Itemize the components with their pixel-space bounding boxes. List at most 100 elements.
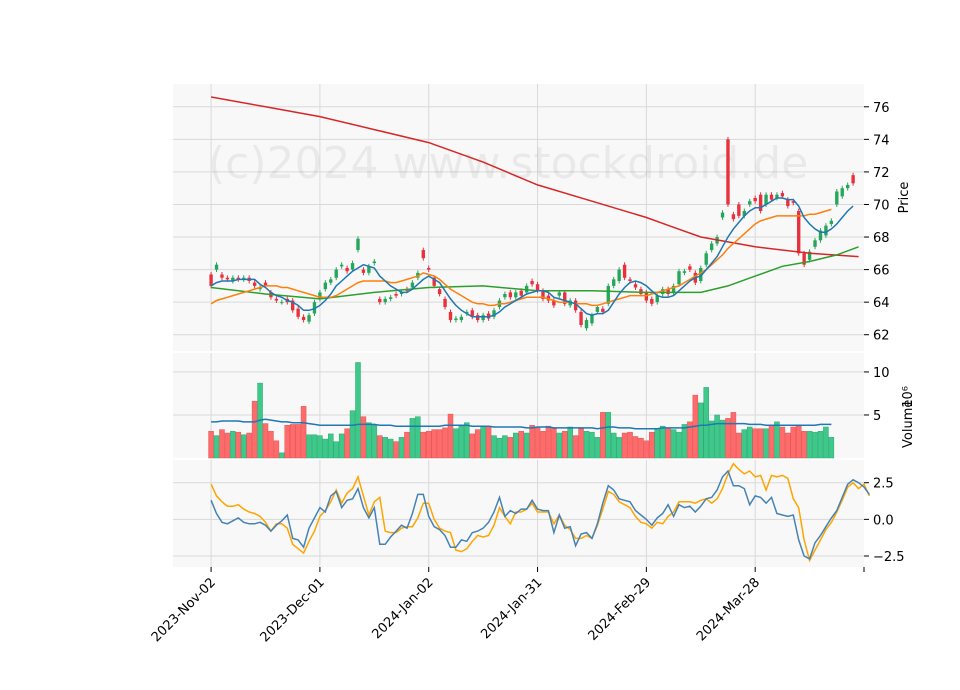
volume-bar: [785, 432, 791, 459]
candle-body: [280, 302, 284, 304]
candle-body: [296, 308, 300, 317]
volume-bar: [284, 425, 291, 459]
volume-bar: [594, 437, 601, 459]
candle-body: [845, 184, 850, 189]
volume-bar: [774, 421, 780, 459]
volume-bar: [485, 425, 492, 459]
volume-bar: [725, 418, 731, 459]
candle-body: [361, 269, 366, 273]
volume-bar: [371, 425, 378, 459]
candle-body: [514, 292, 518, 298]
volume-bar: [447, 413, 454, 459]
volume-bar: [496, 437, 503, 459]
candle-body: [590, 315, 594, 324]
volume-bar: [806, 431, 813, 459]
candle-body: [622, 264, 627, 278]
y-tick-label: 64: [873, 296, 890, 311]
volume-bar: [366, 422, 372, 459]
volume-bar: [513, 432, 519, 459]
volume-bar: [741, 429, 748, 459]
candle-body: [720, 212, 725, 218]
candle-body: [595, 307, 600, 312]
candle-body: [775, 194, 779, 198]
volume-bar: [377, 435, 383, 459]
candle-body: [617, 269, 621, 281]
volume-bar: [246, 432, 252, 459]
volume-series: [208, 362, 835, 459]
volume-bar: [360, 416, 367, 459]
candle-body: [753, 197, 757, 202]
candle-body: [557, 292, 561, 296]
volume-bar: [338, 433, 345, 459]
volume-bar: [790, 426, 797, 459]
candle-body: [459, 316, 464, 321]
volume-bar: [654, 428, 660, 459]
volume-bar: [795, 425, 802, 459]
y-tick-label: 5: [873, 409, 881, 424]
candle-body: [769, 194, 774, 200]
price-panel: [173, 84, 864, 351]
volume-bar: [355, 362, 361, 459]
candle-body: [476, 315, 480, 321]
candle-body: [579, 311, 583, 325]
volume-bar: [224, 432, 231, 459]
sma-mid-line: [210, 208, 832, 307]
candle-body: [301, 316, 306, 321]
candle-body: [682, 271, 687, 273]
candle-body: [644, 292, 649, 301]
candle-body: [802, 253, 806, 265]
candle-body: [606, 285, 610, 304]
volume-bar: [632, 436, 639, 459]
volume-bar: [409, 418, 416, 459]
candle-body: [813, 240, 817, 247]
y-tick-label: 76: [873, 101, 890, 116]
volume-bar: [213, 435, 220, 459]
volume-bar: [306, 434, 312, 459]
candle-body: [699, 267, 703, 281]
volume-bar: [708, 420, 715, 459]
volume-bar: [676, 431, 682, 459]
volume-bar: [572, 435, 579, 459]
candle-body: [486, 313, 491, 319]
volume-bar: [415, 416, 421, 459]
volume-bar: [779, 426, 786, 459]
candle-body: [541, 290, 545, 299]
candle-body: [388, 297, 393, 299]
candle-body: [378, 298, 382, 303]
volume-bar: [464, 422, 470, 459]
y-tick-label: 2.5: [873, 477, 894, 492]
candle-body: [492, 310, 496, 317]
volume-bar: [643, 440, 650, 459]
candle-body: [530, 280, 534, 285]
candle-body: [323, 282, 328, 290]
candle-body: [688, 266, 692, 270]
candle-body: [350, 263, 355, 270]
candle-body: [236, 277, 240, 280]
candle-body: [563, 292, 567, 304]
candle-body: [432, 277, 436, 286]
candle-body: [829, 220, 834, 225]
candle-body: [356, 238, 360, 251]
candle-body: [797, 210, 801, 254]
y-tick-label: 10: [873, 366, 890, 381]
volume-bar: [518, 431, 524, 459]
volume-bar: [431, 429, 437, 459]
candle-body: [573, 300, 578, 311]
y-tick-label: 0.0: [873, 513, 894, 528]
candle-body: [503, 294, 507, 298]
volume-bar: [610, 432, 617, 459]
volume-exponent-label: 10⁶: [901, 386, 916, 408]
volume-bar: [752, 428, 758, 459]
volume-bar: [605, 412, 612, 459]
y-tick-label: 68: [873, 231, 890, 246]
volume-bar: [219, 429, 225, 459]
candle-body: [758, 194, 763, 211]
candle-body: [318, 292, 322, 299]
volume-bar: [627, 431, 633, 459]
volume-bar: [328, 433, 334, 459]
volume-bar: [425, 431, 432, 459]
candle-body: [612, 279, 616, 286]
candle-body: [764, 194, 768, 205]
candle-body: [726, 139, 730, 205]
